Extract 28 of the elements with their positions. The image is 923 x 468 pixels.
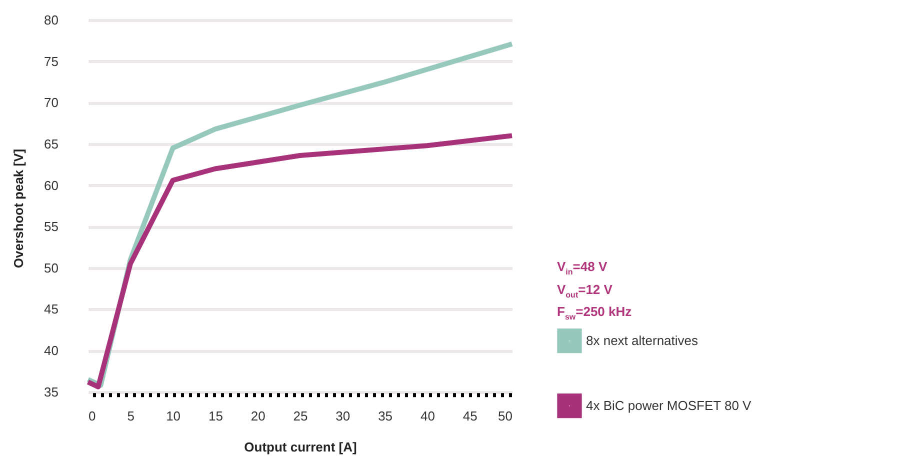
legend-label: 8x next alternatives xyxy=(586,332,699,348)
x-tick-label: 30 xyxy=(336,408,350,424)
x-tick-label: 40 xyxy=(420,408,435,424)
text: F$_{sw}$=250 kHz xyxy=(557,303,632,324)
x-tick-label: 35 xyxy=(378,408,393,424)
x-tick-label: 15 xyxy=(208,408,223,424)
y-tick-label: 50 xyxy=(44,260,58,276)
y-tick-label: 45 xyxy=(44,302,58,317)
y-axis-title: Overshoot peak [V] xyxy=(11,148,26,268)
y-tick-label: 70 xyxy=(44,95,58,110)
x-tick-label: 50 xyxy=(498,408,512,424)
x-tick-label: 10 xyxy=(166,408,181,424)
text: V$_{in}$=48 V xyxy=(557,258,608,279)
y-tick-label: 80 xyxy=(44,12,58,28)
y-tick-label: 40 xyxy=(44,343,58,358)
x-tick-label: 0 xyxy=(88,408,96,424)
x-tick-label: 5 xyxy=(127,408,135,424)
x-tick-label: 20 xyxy=(250,408,266,424)
legend-label: 4x BiC power MOSFET 80 V xyxy=(586,398,752,413)
y-tick-label: 75 xyxy=(44,54,58,69)
x-tick-label: 45 xyxy=(462,408,478,424)
x-tick-label: 25 xyxy=(293,408,308,424)
y-tick-label: 65 xyxy=(44,136,58,152)
text: V$_{out}$=12 V xyxy=(557,280,614,302)
y-tick-label: 35 xyxy=(44,384,58,400)
y-tick-label: 55 xyxy=(44,219,58,234)
x-axis-title: Output current [A] xyxy=(244,440,357,454)
y-tick-label: 60 xyxy=(44,178,58,193)
